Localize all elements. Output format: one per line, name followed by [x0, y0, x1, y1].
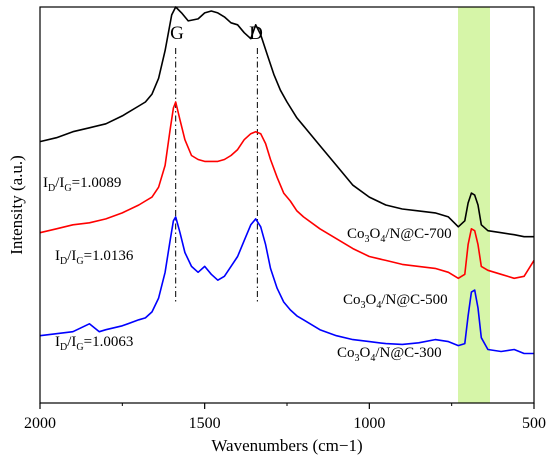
ratio-label-300: ID/IG=1.0063: [55, 334, 133, 353]
x-tick-label-2000: 2000: [24, 415, 56, 432]
series-label-700: Co3O4/N@C-700: [347, 226, 452, 245]
x-tick-label-500: 500: [522, 415, 546, 432]
x-tick-label-1000: 1000: [353, 415, 385, 432]
peak-lines: [175, 48, 258, 302]
ratio-label-700: ID/IG=1.0089: [43, 175, 121, 194]
series-label-300: Co3O4/N@C-300: [337, 345, 442, 364]
x-tick-label-1500: 1500: [189, 415, 221, 432]
x-axis-title: Wavenumbers (cm−1): [211, 436, 362, 455]
series-lines: [39, 6, 535, 355]
series-line-1: [39, 6, 534, 238]
peak-label-g: G: [170, 23, 184, 44]
y-axis-title: Intensity (a.u.): [7, 155, 26, 255]
annotations: G D ID/IG=1.0089 ID/IG=1.0136 ID/IG=1.00…: [7, 23, 452, 455]
ratio-label-500: ID/IG=1.0136: [55, 248, 134, 267]
x-axis-ticks: 2000 1500 1000 500: [24, 403, 546, 432]
series-label-500: Co3O4/N@C-500: [343, 292, 448, 311]
peak-label-d: D: [249, 23, 263, 44]
series-line-3: [39, 216, 534, 355]
highlight-band: [458, 7, 490, 403]
series-line-2: [39, 101, 535, 280]
